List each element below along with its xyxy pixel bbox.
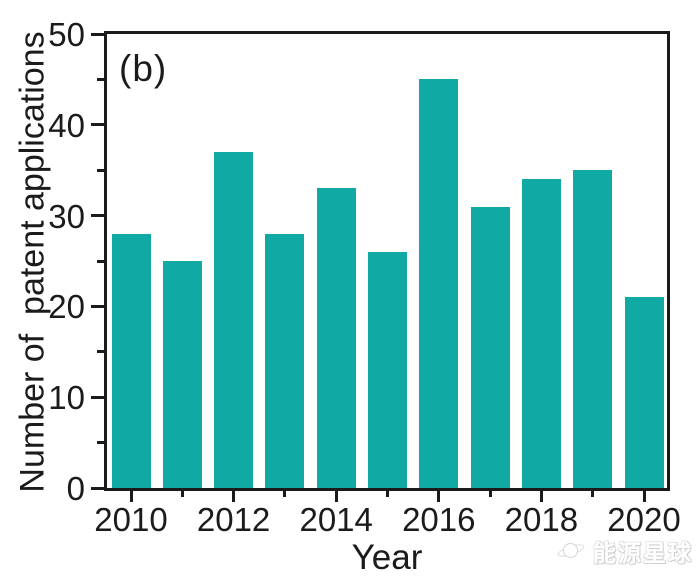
y-tick-label-50: 50: [48, 16, 85, 53]
watermark-text: 能源星球: [593, 540, 693, 566]
y-tick-label-0: 0: [66, 470, 85, 507]
bar-2011: [162, 261, 202, 488]
y-minor-tick-25: [97, 259, 104, 263]
bars-container: [107, 34, 667, 488]
y-tick-label-30: 30: [48, 197, 85, 235]
x-tick-label-2020: 2020: [607, 501, 681, 538]
x-major-tick-2016: [437, 491, 441, 502]
y-axis-title: Number of patent applications: [13, 31, 52, 493]
watermark: 能源星球: [556, 534, 693, 568]
y-minor-tick-5: [97, 441, 104, 445]
y-minor-tick-45: [97, 77, 104, 81]
x-tick-label-2010: 2010: [94, 501, 168, 538]
y-tick-label-10: 10: [48, 379, 85, 417]
panel-label: (b): [119, 48, 168, 89]
y-major-tick-50: [91, 32, 104, 36]
bar-2015: [368, 252, 407, 488]
x-tick-label-2016: 2016: [402, 501, 476, 538]
y-minor-tick-15: [97, 350, 104, 354]
x-major-tick-2020: [642, 491, 646, 502]
x-minor-tick-2019: [591, 491, 595, 497]
bar-2019: [573, 170, 613, 488]
bar-2020: [624, 297, 664, 488]
x-major-tick-2014: [334, 491, 338, 502]
x-axis-title: Year: [351, 538, 423, 577]
x-tick-label-2014: 2014: [299, 501, 373, 538]
y-major-tick-10: [91, 395, 104, 399]
y-tick-label-40: 40: [48, 106, 85, 144]
bar-2017: [470, 207, 510, 488]
y-tick-label-20: 20: [48, 288, 85, 326]
x-minor-tick-2017: [488, 491, 492, 497]
x-tick-label-2012: 2012: [196, 501, 271, 538]
x-minor-tick-2015: [386, 491, 389, 497]
y-major-tick-20: [91, 304, 104, 308]
x-tick-label-2018: 2018: [504, 501, 579, 538]
x-minor-tick-2011: [180, 491, 184, 497]
bar-2010: [111, 234, 151, 488]
bar-2014: [316, 188, 356, 488]
x-major-tick-2012: [232, 491, 236, 502]
y-major-tick-30: [91, 214, 104, 218]
plot-area: (b): [104, 31, 670, 491]
y-minor-tick-35: [97, 168, 104, 172]
bar-2013: [265, 234, 305, 488]
x-minor-tick-2013: [283, 491, 287, 497]
bar-2018: [521, 179, 561, 488]
x-major-tick-2018: [539, 491, 543, 502]
bar-2012: [214, 152, 254, 488]
y-major-tick-40: [91, 123, 104, 127]
planet-icon: [556, 540, 586, 562]
x-major-tick-2010: [129, 491, 133, 502]
y-major-tick-0: [91, 486, 104, 490]
bar-2016: [419, 79, 459, 488]
planet-globe: [563, 543, 578, 558]
